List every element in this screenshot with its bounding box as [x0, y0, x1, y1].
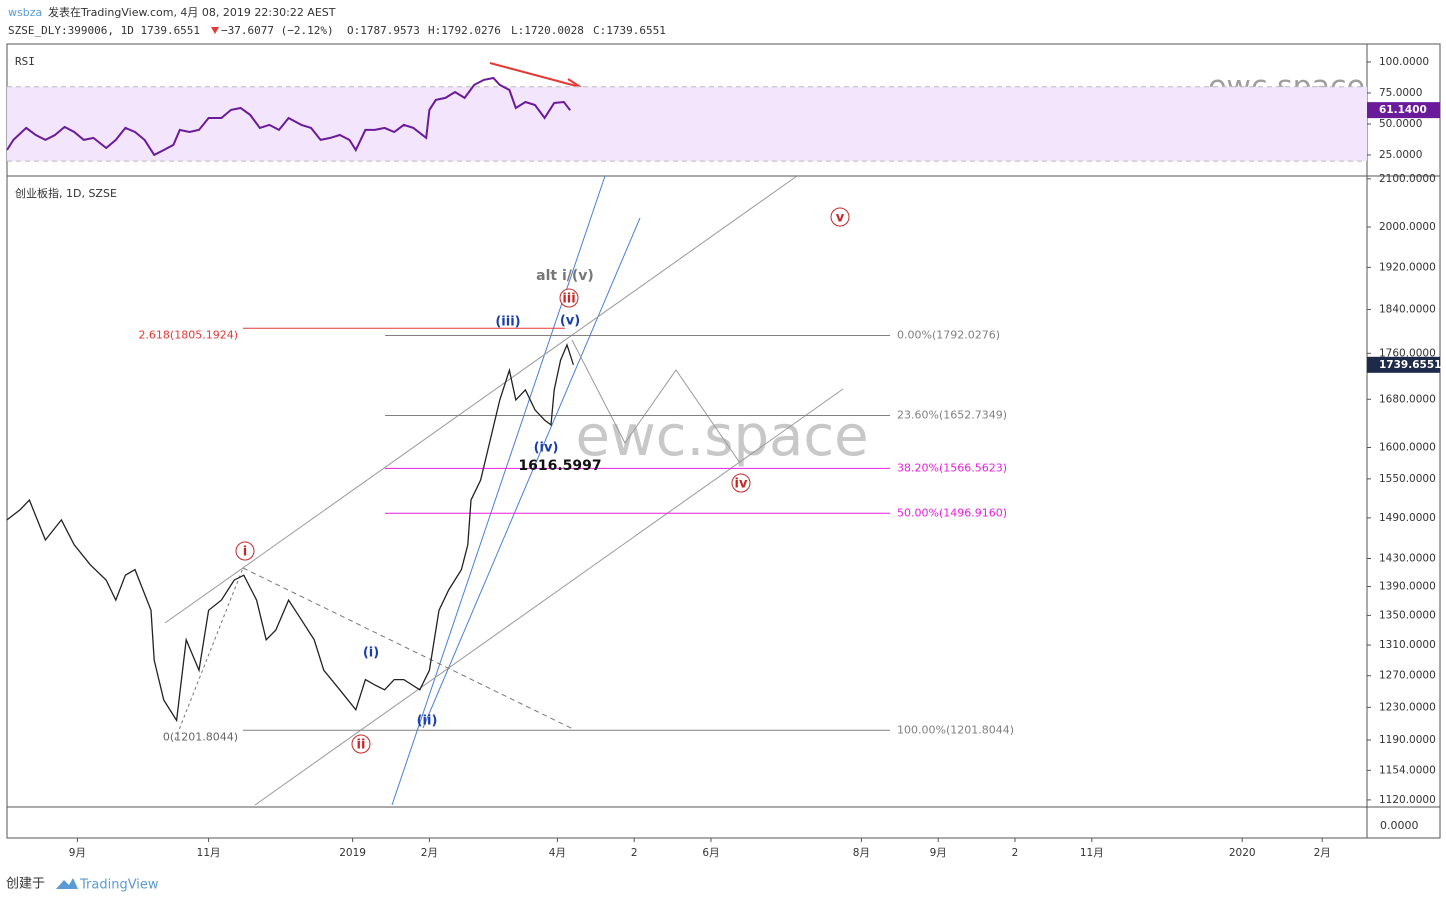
fib-label: 23.60%(1652.7349): [897, 408, 1007, 421]
y-tick-label: 1390.0000: [1379, 581, 1436, 593]
drawings: [164, 62, 844, 806]
projection: [571, 339, 741, 464]
y-tick-label: 100.0000: [1379, 56, 1429, 68]
x-tick-label: 2: [631, 847, 638, 859]
series-line: [6, 76, 571, 157]
last-value-label: 1739.6551: [1379, 359, 1441, 371]
y-tick-label: 1920.0000: [1379, 261, 1436, 273]
y-tick-label: 1680.0000: [1379, 393, 1436, 405]
x-tick-label: 2月: [1314, 847, 1331, 859]
published: 发表在TradingView.com, 4月 08, 2019 22:30:22…: [48, 5, 336, 19]
y-tick-label: 1190.0000: [1379, 734, 1436, 746]
x-tick-label: 11月: [197, 847, 221, 859]
wave-label: v: [836, 211, 845, 226]
wave-circle: [351, 734, 371, 754]
change: −37.6077 (−2.12%): [221, 24, 334, 37]
logo: [56, 878, 78, 889]
low: L:1720.0028: [511, 24, 584, 37]
y-tick-label: 1270.0000: [1379, 670, 1436, 682]
frame: [6, 43, 1441, 839]
y-tick-label: 1230.0000: [1379, 701, 1436, 713]
trend-line: [174, 567, 244, 741]
down-arrow: [211, 27, 219, 34]
symbol: SZSE_DLY:399006, 1D 1739.6551: [8, 24, 200, 37]
pane-title: 创业板指, 1D, SZSE: [15, 186, 117, 200]
y-tick-label: 1840.0000: [1379, 303, 1436, 315]
wave-label: i: [243, 545, 247, 560]
channel-line: [391, 175, 606, 806]
pane-value: 0.0000: [1380, 819, 1419, 832]
wave-circle: [830, 207, 850, 227]
y-tick-label: 1550.0000: [1379, 473, 1436, 485]
open: O:1787.9573: [347, 24, 420, 37]
last-value-tag: [1367, 356, 1440, 373]
y-tick-label: 1350.0000: [1379, 609, 1436, 621]
x-tick-label: 2月: [421, 847, 438, 859]
wave-label: alt i/(v): [536, 268, 594, 284]
x-tick-label: 2: [1012, 847, 1019, 859]
last-value-tag: [1367, 102, 1440, 119]
y-tick-label: 1120.0000: [1379, 794, 1436, 806]
channel-line: [164, 175, 798, 624]
y-tick-label: 1310.0000: [1379, 639, 1436, 651]
y-tick-label: 1154.0000: [1379, 764, 1436, 776]
y-tick-label: 1760.0000: [1379, 347, 1436, 359]
created: 创建于: [6, 877, 45, 892]
channel-line: [422, 217, 641, 729]
wave-label: (iv): [534, 441, 559, 456]
series-line: [6, 343, 575, 723]
y-tick-label: 2000.0000: [1379, 221, 1436, 233]
band: [7, 86, 1367, 162]
x-tick-label: 4月: [549, 847, 566, 859]
wave-label: iii: [562, 292, 575, 307]
pane-title: RSI: [15, 55, 35, 68]
fib-label: 38.20%(1566.5623): [897, 461, 1007, 474]
extension-label: 2.618(1805.1924): [138, 328, 238, 341]
x-tick-label: 2020: [1229, 847, 1256, 859]
y-tick-label: 1600.0000: [1379, 442, 1436, 454]
y-tick-label: 25.0000: [1379, 149, 1422, 161]
y-tick-label: 75.0000: [1379, 87, 1422, 99]
x-tick-label: 8月: [853, 847, 870, 859]
x-tick-label: 6月: [702, 847, 719, 859]
wave-label: (i): [363, 646, 379, 661]
close: C:1739.6551: [593, 24, 666, 37]
wave-label: (ii): [417, 714, 438, 729]
wave-label: (v): [560, 314, 580, 329]
wave-label: (iii): [495, 315, 520, 330]
wave-label: 1616.5997: [518, 458, 601, 474]
wave-circle: [235, 541, 255, 561]
trend-line: [242, 567, 574, 730]
wave-circle: [559, 288, 579, 308]
last-value-label: 61.1400: [1379, 104, 1427, 116]
divergence-arrow: [489, 62, 581, 88]
channel-line: [254, 388, 844, 806]
x-tick-label: 2019: [339, 847, 366, 859]
y-tick-label: 1490.0000: [1379, 512, 1436, 524]
high: H:1792.0276: [428, 24, 501, 37]
origin-label: 0(1201.8044): [163, 730, 238, 743]
user: wsbza: [8, 6, 42, 19]
fib-label: 0.00%(1792.0276): [897, 329, 1000, 342]
x-tick-label: 11月: [1080, 847, 1104, 859]
x-tick-label: 9月: [69, 847, 86, 859]
wave-circle: [731, 473, 751, 493]
y-tick-label: 2100.0000: [1379, 173, 1436, 185]
wave-label: iv: [735, 477, 748, 492]
y-tick-label: 50.0000: [1379, 118, 1422, 130]
y-tick-label: 1430.0000: [1379, 552, 1436, 564]
brand: TradingView: [79, 878, 159, 893]
fib-label: 100.00%(1201.8044): [897, 723, 1014, 736]
wave-label: ii: [357, 738, 366, 753]
x-tick-label: 9月: [930, 847, 947, 859]
fib-label: 50.00%(1496.9160): [897, 506, 1007, 519]
